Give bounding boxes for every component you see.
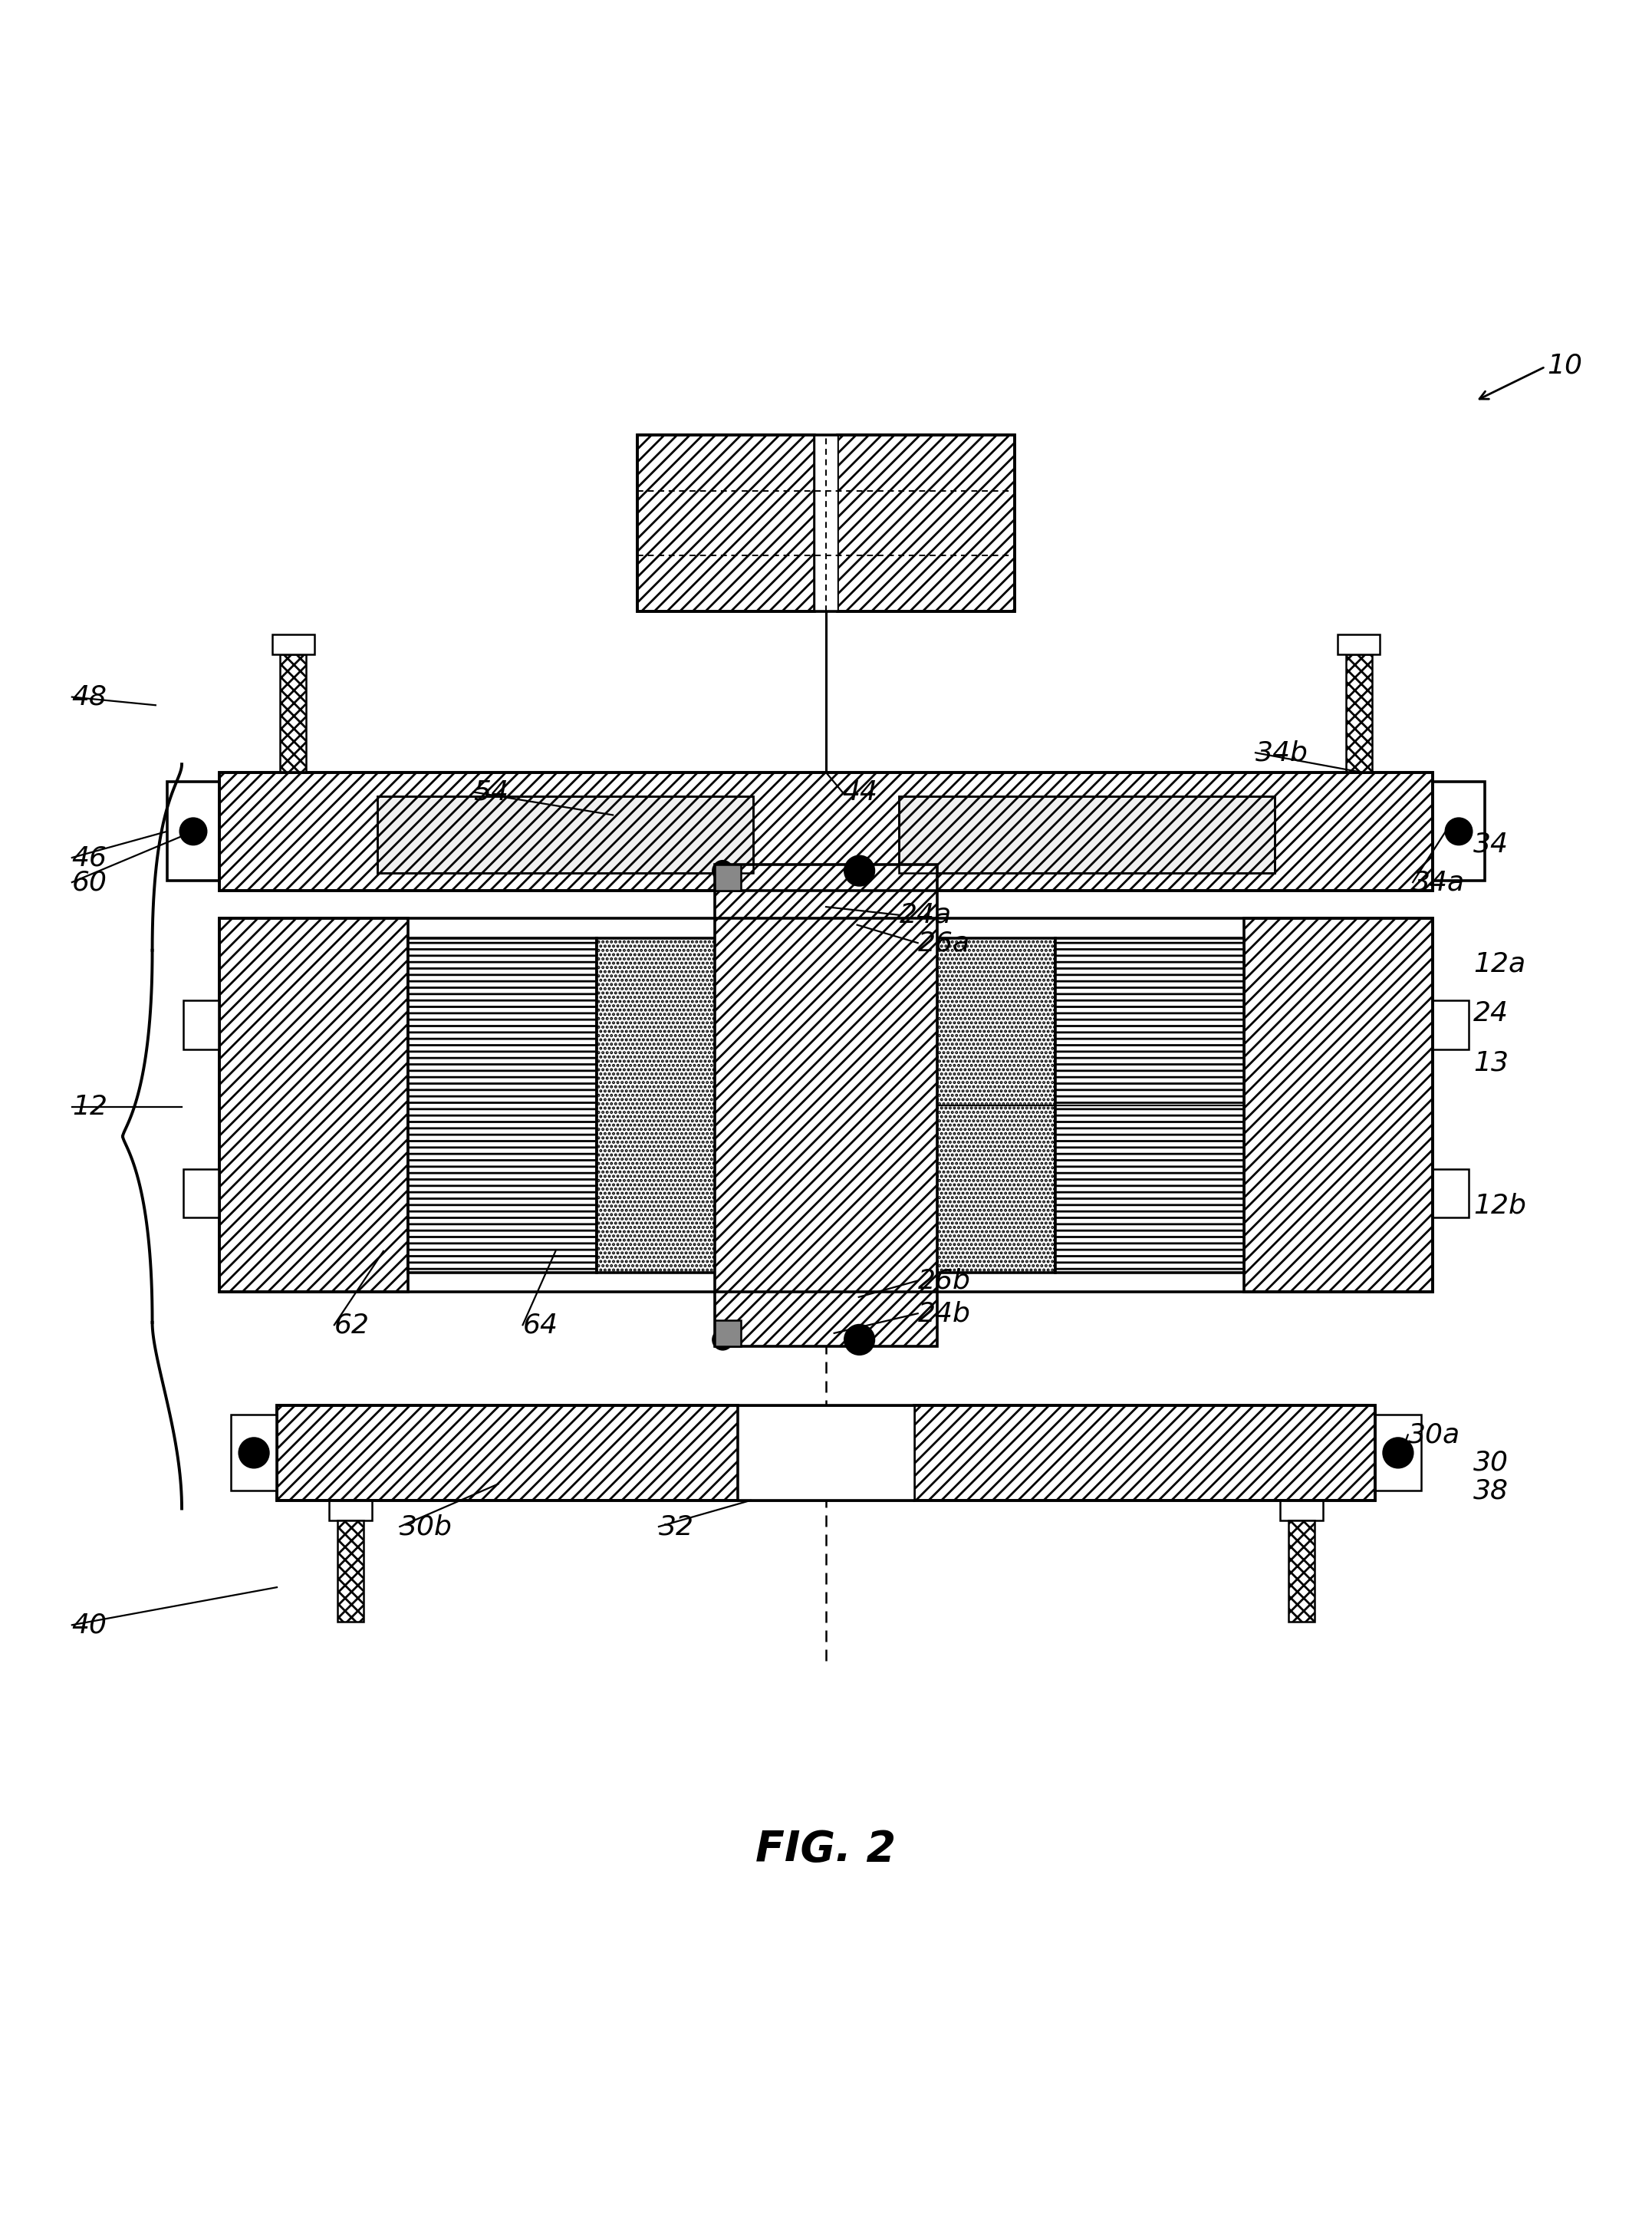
Bar — [1432, 1001, 1469, 1048]
Bar — [329, 1501, 372, 1521]
Bar — [377, 795, 753, 874]
Bar — [899, 795, 1275, 874]
Bar — [220, 773, 1432, 892]
Text: 24a: 24a — [900, 903, 952, 927]
Bar — [715, 865, 937, 1346]
Circle shape — [180, 818, 206, 844]
Circle shape — [1446, 818, 1472, 844]
Bar — [1432, 1169, 1469, 1216]
Bar — [278, 1404, 738, 1501]
Circle shape — [844, 1324, 874, 1355]
Bar — [377, 795, 753, 874]
Bar — [183, 1169, 220, 1216]
Bar — [220, 773, 1432, 892]
Text: 32: 32 — [659, 1514, 694, 1539]
Text: 13: 13 — [1474, 1051, 1508, 1075]
Text: 34a: 34a — [1412, 869, 1465, 896]
Text: 30a: 30a — [1408, 1422, 1460, 1447]
Text: 48: 48 — [73, 683, 107, 710]
Bar — [220, 918, 408, 1292]
Bar — [715, 865, 740, 892]
Text: 10: 10 — [1548, 352, 1583, 379]
Text: 44: 44 — [843, 780, 877, 804]
Bar — [715, 1319, 740, 1346]
Circle shape — [1383, 1438, 1412, 1467]
Bar — [596, 939, 776, 1272]
Circle shape — [240, 1438, 269, 1467]
Bar — [1338, 634, 1379, 654]
Circle shape — [714, 860, 732, 880]
Text: 54: 54 — [474, 780, 509, 804]
Bar — [220, 918, 1432, 1292]
Circle shape — [714, 1331, 732, 1348]
Text: 30: 30 — [1474, 1449, 1508, 1476]
Bar — [408, 939, 596, 1272]
Bar — [1244, 918, 1432, 1292]
Text: 24b: 24b — [919, 1301, 971, 1326]
Text: 60: 60 — [73, 869, 107, 896]
Bar — [914, 1404, 1374, 1501]
Bar — [1432, 782, 1485, 880]
Text: 64: 64 — [522, 1313, 558, 1337]
Text: 34b: 34b — [1256, 739, 1308, 766]
Bar — [278, 1404, 1374, 1501]
Bar — [231, 1416, 278, 1492]
Circle shape — [844, 856, 874, 885]
Bar — [337, 1521, 363, 1622]
Bar — [281, 654, 306, 773]
Text: 24: 24 — [1474, 1001, 1508, 1026]
Text: 40: 40 — [73, 1613, 107, 1637]
Bar — [876, 939, 1056, 1272]
Text: 26b: 26b — [919, 1268, 971, 1295]
Text: 26a: 26a — [919, 930, 970, 956]
Text: 46: 46 — [73, 844, 107, 871]
Bar — [738, 1404, 914, 1501]
Text: 34: 34 — [1474, 831, 1508, 858]
Text: 12b: 12b — [1474, 1192, 1526, 1219]
Bar — [638, 435, 814, 612]
Text: 62: 62 — [334, 1313, 370, 1337]
Bar — [1374, 1416, 1421, 1492]
Text: 30b: 30b — [400, 1514, 453, 1539]
Bar — [1289, 1521, 1315, 1622]
Bar — [814, 435, 838, 612]
Bar — [1280, 1501, 1323, 1521]
Bar — [899, 795, 1275, 874]
Bar — [273, 634, 314, 654]
Text: 12a: 12a — [1474, 952, 1526, 977]
Bar — [838, 435, 1014, 612]
Bar — [183, 1001, 220, 1048]
Text: FIG. 2: FIG. 2 — [755, 1828, 897, 1870]
Bar — [638, 435, 1014, 612]
Bar — [1346, 654, 1371, 773]
Text: 12: 12 — [73, 1093, 107, 1120]
Text: 38: 38 — [1474, 1478, 1508, 1503]
Bar — [1056, 939, 1244, 1272]
Bar — [167, 782, 220, 880]
